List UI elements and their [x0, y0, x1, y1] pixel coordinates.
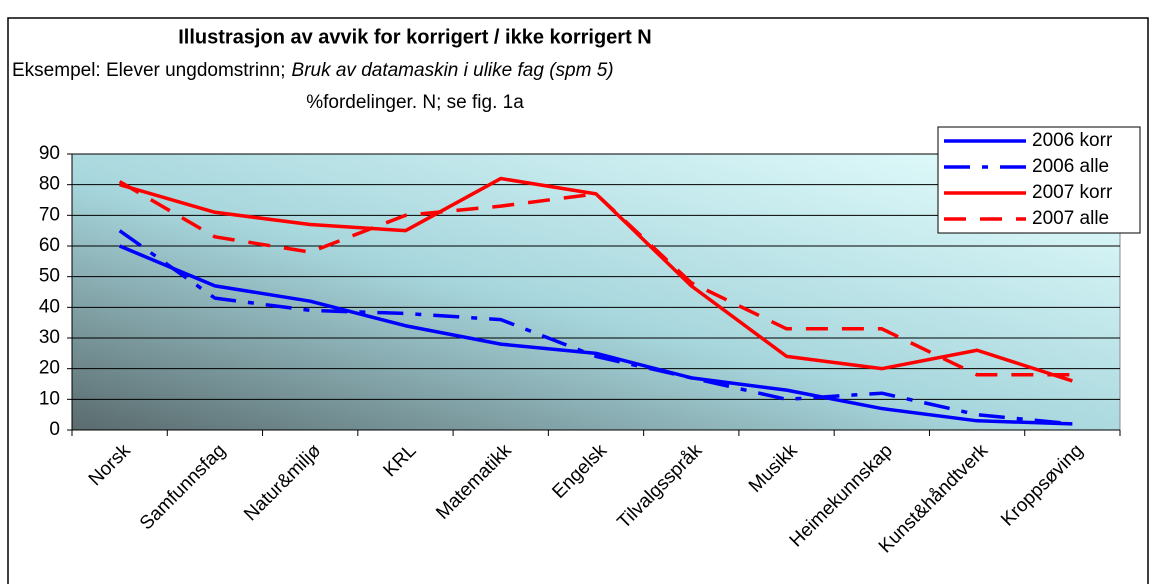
y-tick-label: 10	[39, 388, 60, 409]
subtitle-italic: Bruk av datamaskin i ulike fag (spm 5)	[292, 60, 614, 81]
y-tick-label: 80	[39, 174, 60, 195]
legend-label: 2007 korr	[1032, 182, 1113, 203]
y-tick-label: 60	[39, 235, 60, 256]
y-tick-label: 40	[39, 296, 60, 317]
y-tick-label: 70	[39, 204, 60, 225]
legend-label: 2007 alle	[1032, 208, 1109, 229]
chart-subtitle2: %fordelinger. N; se fig. 1a	[306, 92, 524, 113]
y-tick-label: 30	[39, 327, 60, 348]
y-tick-label: 90	[39, 143, 60, 164]
y-tick-label: 50	[39, 266, 60, 287]
chart-subtitle: Eksempel: Elever ungdomstrinn; Bruk av da…	[12, 60, 614, 81]
series-line	[118, 244, 1073, 426]
chart-title: Illustrasjon av avvik for korrigert / ik…	[178, 26, 652, 48]
legend-label: 2006 alle	[1032, 156, 1109, 177]
y-tick-label: 20	[39, 358, 60, 379]
legend-label: 2006 korr	[1032, 130, 1113, 151]
series-line	[118, 180, 1073, 377]
subtitle-plain: Eksempel: Elever ungdomstrinn;	[12, 60, 286, 81]
legend-box	[937, 126, 1141, 234]
series-line	[119, 176, 1073, 383]
series-line	[118, 229, 1073, 426]
y-tick-label: 0	[49, 419, 60, 440]
